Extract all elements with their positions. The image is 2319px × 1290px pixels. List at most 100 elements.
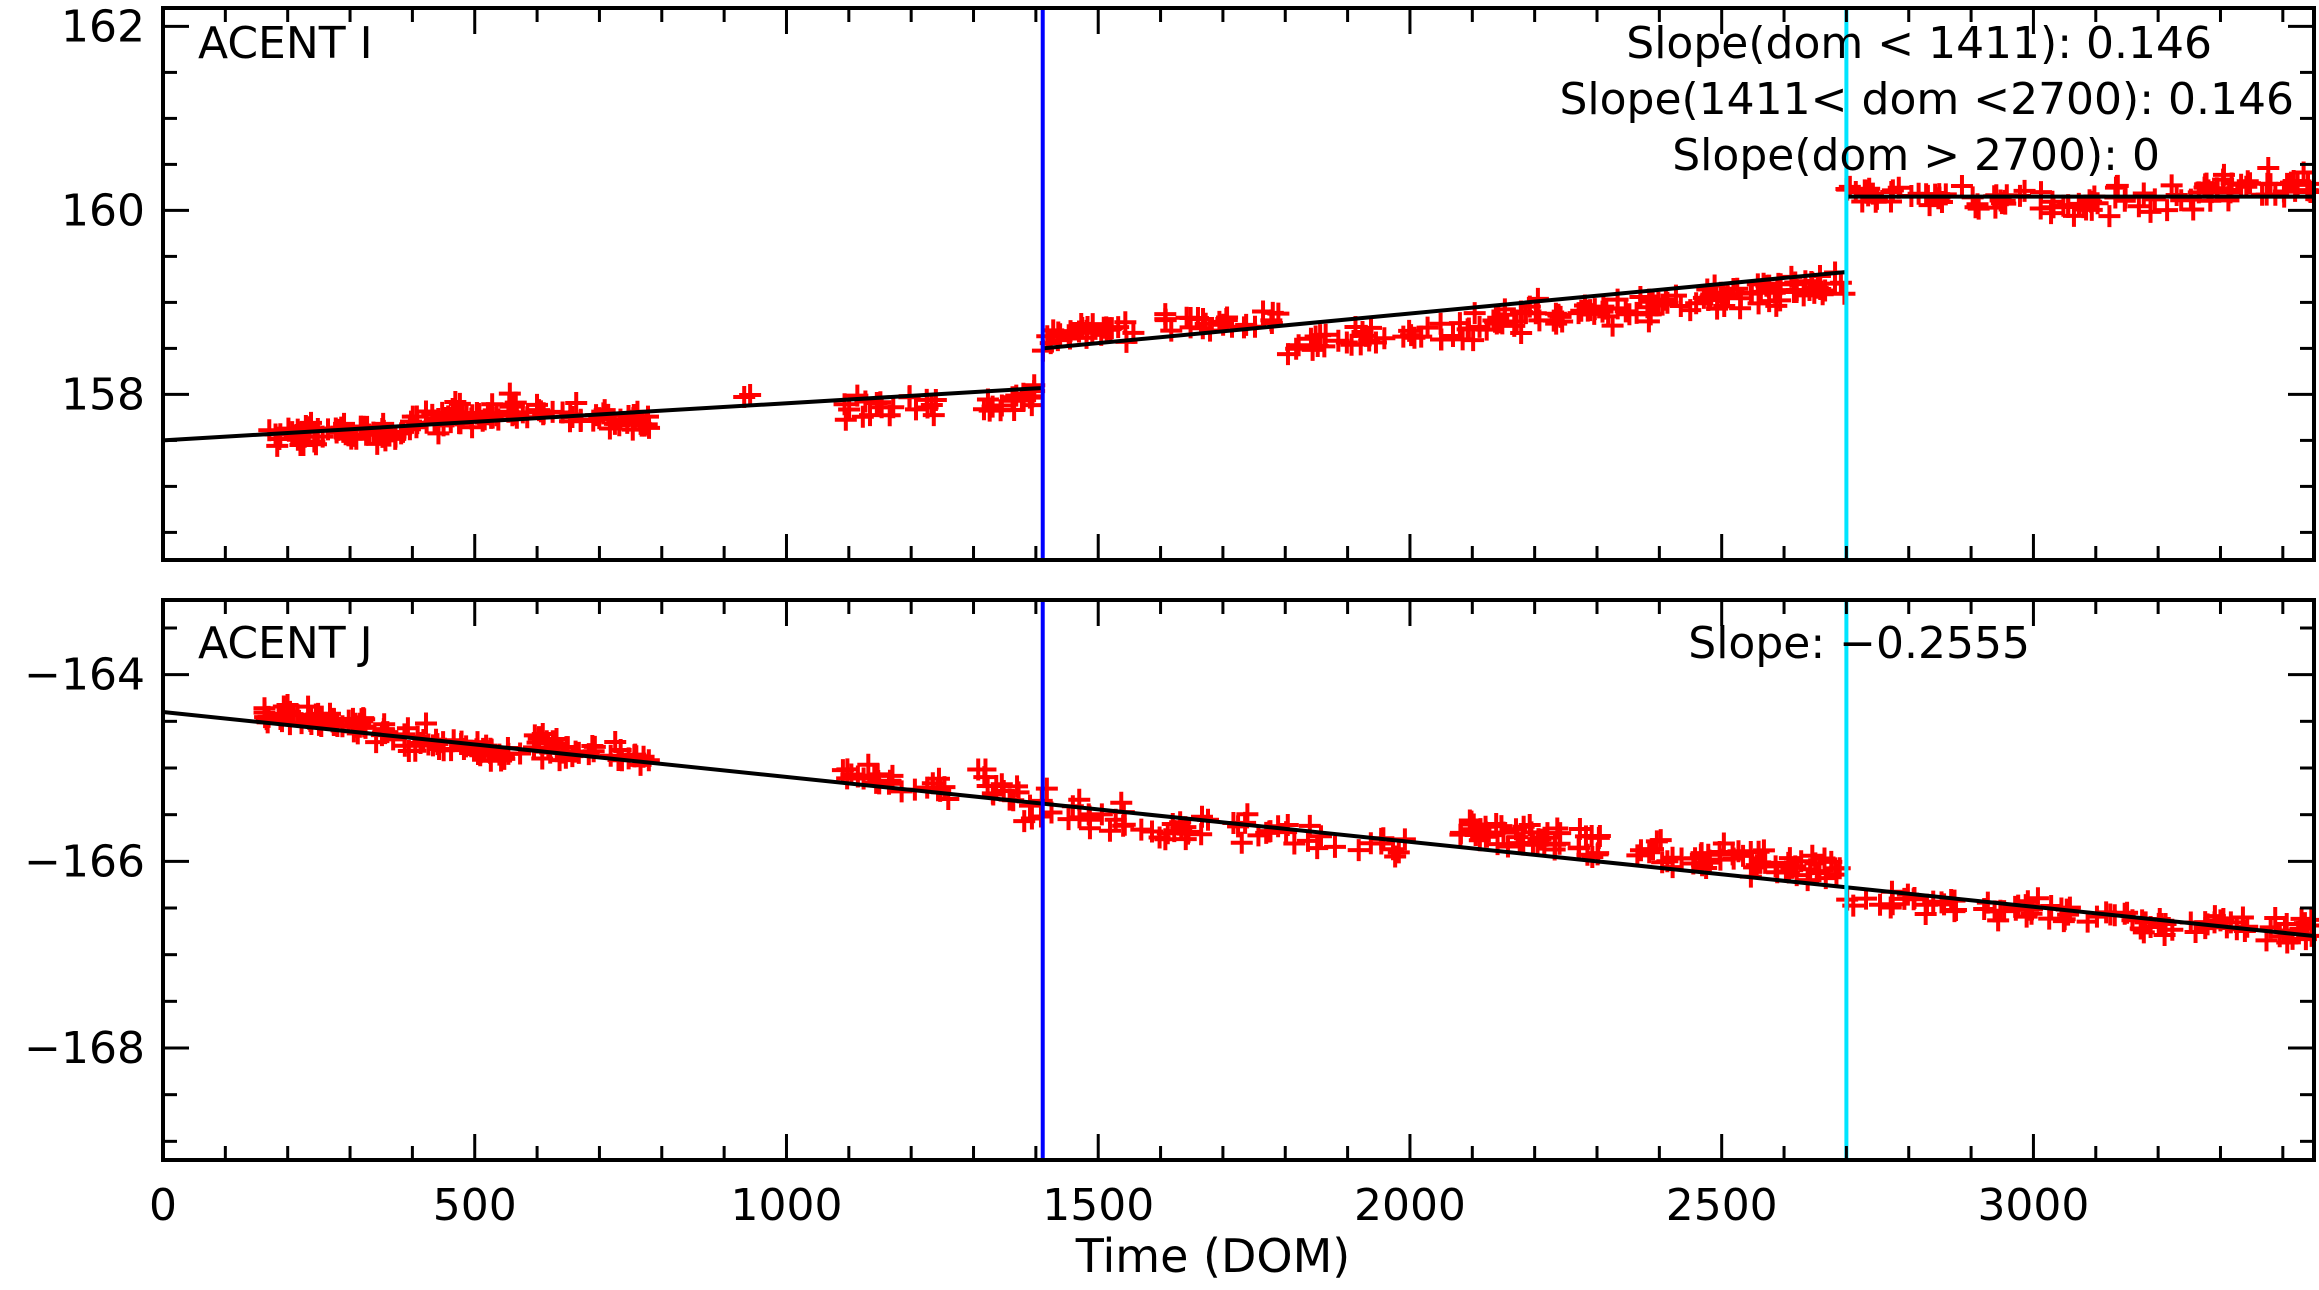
data-point (1493, 298, 1516, 321)
data-point (404, 739, 427, 762)
data-point (1299, 327, 1322, 350)
data-point (258, 419, 281, 442)
data-point (1107, 316, 1130, 339)
data-point (1710, 286, 1733, 309)
data-point (1649, 829, 1672, 852)
data-point (1697, 849, 1720, 872)
data-point (2139, 200, 2162, 223)
data-point (1035, 777, 1058, 800)
data-point (609, 738, 632, 761)
panel-acent-i: 158 160 162 ACENT I Slope(dom < 1411): 0.146… (61, 1, 2319, 562)
data-point (916, 776, 939, 799)
data-point (967, 758, 990, 781)
data-point (2132, 182, 2155, 205)
data-point (1950, 175, 1973, 198)
data-point (1469, 818, 1492, 841)
data-point (904, 398, 927, 421)
data-point (2075, 198, 2098, 221)
data-point (318, 702, 341, 725)
data-point (833, 393, 856, 416)
data-point (1130, 818, 1153, 841)
data-point (1670, 847, 1693, 870)
data-point (2030, 181, 2053, 204)
data-point (1803, 281, 1826, 304)
data-point (545, 727, 568, 750)
data-point (421, 734, 444, 757)
data-point (414, 400, 437, 423)
data-points (258, 157, 2319, 457)
data-point (1651, 293, 1674, 316)
data-point (1729, 297, 1752, 320)
x-tick-label: 500 (433, 1180, 517, 1231)
data-point (2264, 907, 2287, 930)
data-point (1154, 308, 1177, 331)
slope-annotation: Slope: −0.2555 (1688, 618, 2030, 669)
slope-annotation-1: Slope(dom < 1411): 0.146 (1626, 18, 2212, 69)
data-point (1359, 316, 1382, 339)
data-point (1252, 300, 1275, 323)
data-point (480, 406, 503, 429)
data-point (583, 735, 606, 758)
data-point (1503, 314, 1526, 337)
data-point (1416, 316, 1439, 339)
data-point (1013, 810, 1036, 833)
data-point (1778, 847, 1801, 870)
data-point (1327, 329, 1350, 352)
data-point (479, 749, 502, 772)
data-point (427, 408, 450, 431)
data-point (1260, 311, 1283, 334)
data-point (608, 414, 631, 437)
data-point (1824, 857, 1847, 880)
data-point (366, 432, 389, 455)
data-point (2113, 189, 2136, 212)
data-point (1964, 196, 1987, 219)
data-point (1546, 817, 1569, 840)
data-point (509, 742, 532, 765)
data-point (445, 401, 468, 424)
data-point (1148, 826, 1171, 849)
data-point (325, 421, 348, 444)
data-point (292, 434, 315, 457)
data-point (1462, 329, 1485, 352)
plot-frame (161, 6, 2316, 562)
y-tick-label: −168 (24, 1023, 145, 1074)
data-point (1313, 335, 1336, 358)
data-point (565, 392, 588, 415)
data-point (838, 398, 861, 421)
data-point (1398, 319, 1421, 342)
data-point (1347, 839, 1370, 862)
data-point (2106, 174, 2129, 197)
data-point (2182, 198, 2205, 221)
x-tick-label: 0 (149, 1180, 177, 1231)
data-point (1806, 276, 1829, 299)
data-point (1490, 815, 1513, 838)
data-point (1747, 292, 1770, 315)
data-point (920, 393, 943, 416)
data-point (1192, 308, 1215, 331)
data-point (554, 746, 577, 769)
data-point (1504, 818, 1527, 841)
x-tick-label: 3000 (1977, 1180, 2089, 1231)
data-point (2042, 196, 2065, 219)
data-point (851, 405, 874, 428)
data-point (1749, 280, 1772, 303)
data-point (1697, 288, 1720, 311)
data-point (1708, 841, 1731, 864)
data-point (1785, 279, 1808, 302)
data-point (2160, 174, 2183, 197)
data-point (278, 700, 301, 723)
data-point (1429, 312, 1452, 335)
data-point (1190, 823, 1213, 846)
data-point (1287, 334, 1310, 357)
data-point (1869, 893, 1892, 916)
data-point (2143, 188, 2166, 211)
slope-annotation-3: Slope(dom > 2700): 0 (1672, 130, 2160, 181)
x-tick-label: 2000 (1354, 1180, 1466, 1231)
data-point (2127, 195, 2150, 218)
plot-frame (161, 598, 2316, 1162)
data-point (593, 399, 616, 422)
data-point (1090, 803, 1113, 826)
data-point (1639, 303, 1662, 326)
data-point (1441, 325, 1464, 348)
